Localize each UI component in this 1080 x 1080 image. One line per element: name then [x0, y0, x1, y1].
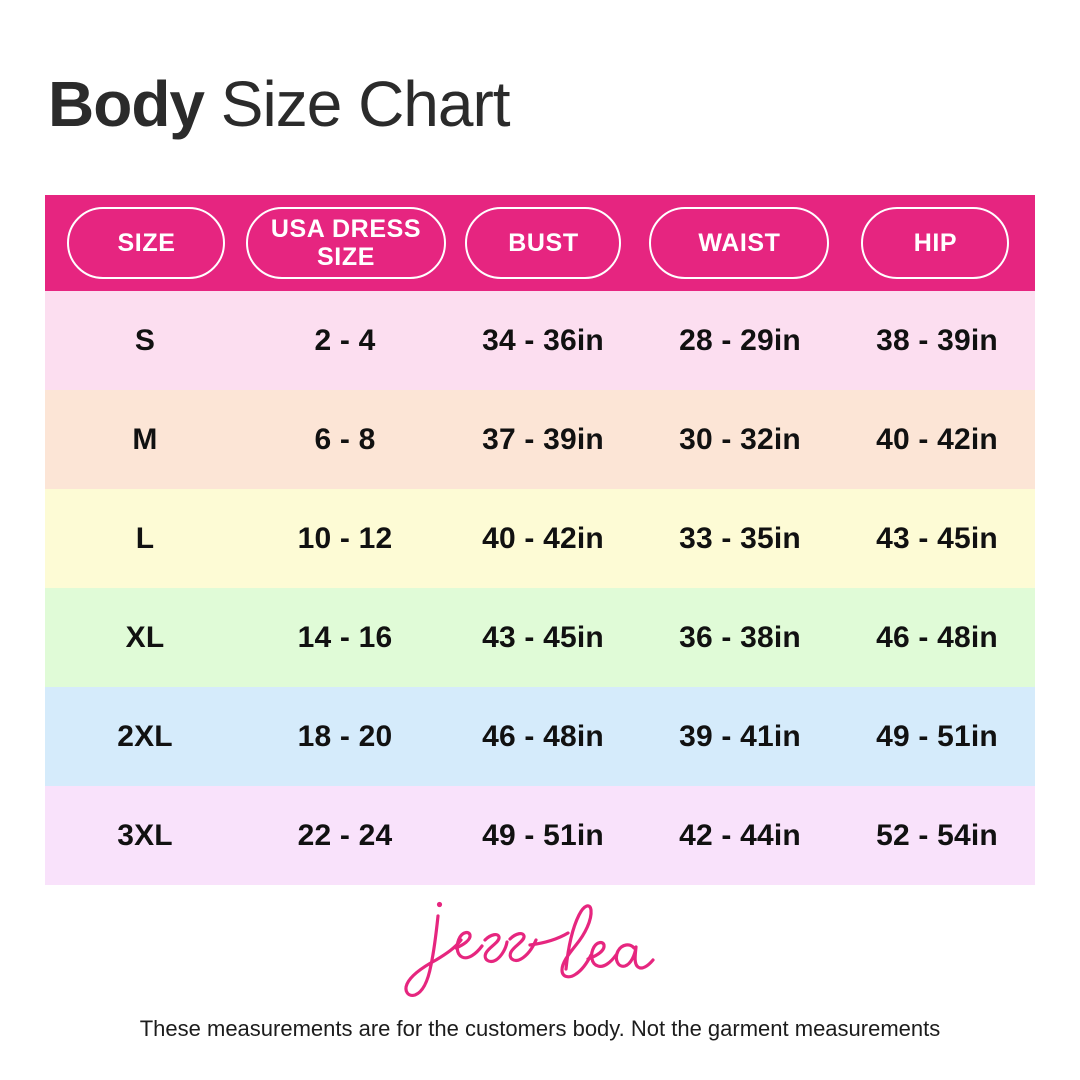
header-cell-bust: BUST [446, 207, 641, 279]
size-chart-table: SIZE USA DRESS SIZE BUST WAIST HIP S 2 -… [45, 195, 1035, 885]
cell-hip: 40 - 42in [876, 422, 998, 456]
cell-waist: 33 - 35in [679, 521, 801, 555]
page-title: Body Size Chart [48, 62, 511, 146]
script-wordmark-logo [404, 901, 655, 997]
page-title-bold: Body [48, 68, 205, 140]
cell-usa-dress-size: 10 - 12 [297, 521, 393, 555]
header-pill-usa-dress-size: USA DRESS SIZE [245, 207, 446, 279]
cell-size: M [132, 422, 158, 456]
cell-size: S [134, 323, 156, 357]
page-title-regular: Size Chart [204, 68, 511, 140]
cell-size: 2XL [117, 719, 173, 753]
cell-bust: 37 - 39in [482, 422, 604, 456]
cell-size: L [135, 521, 155, 555]
table-row: M 6 - 8 37 - 39in 30 - 32in 40 - 42in [45, 390, 1035, 489]
header-pill-size: SIZE [67, 207, 226, 279]
header-cell-usa-dress-size: USA DRESS SIZE [245, 207, 446, 279]
table-row: L 10 - 12 40 - 42in 33 - 35in 43 - 45in [45, 489, 1035, 588]
table-header-row: SIZE USA DRESS SIZE BUST WAIST HIP [45, 195, 1035, 291]
cell-bust: 43 - 45in [482, 620, 604, 654]
cell-hip: 52 - 54in [876, 818, 998, 852]
table-row: 3XL 22 - 24 49 - 51in 42 - 44in 52 - 54i… [45, 786, 1035, 885]
cell-waist: 36 - 38in [679, 620, 801, 654]
cell-hip: 43 - 45in [876, 521, 998, 555]
cell-hip: 46 - 48in [876, 620, 998, 654]
cell-waist: 39 - 41in [679, 719, 801, 753]
cell-hip: 38 - 39in [876, 323, 998, 357]
header-cell-waist: WAIST [641, 207, 838, 279]
header-cell-size: SIZE [47, 207, 246, 279]
cell-size: 3XL [117, 818, 173, 852]
cell-hip: 49 - 51in [876, 719, 998, 753]
cell-usa-dress-size: 6 - 8 [314, 422, 376, 456]
cell-bust: 46 - 48in [482, 719, 604, 753]
cell-bust: 34 - 36in [482, 323, 604, 357]
header-pill-hip: HIP [861, 207, 1010, 279]
table-row: 2XL 18 - 20 46 - 48in 39 - 41in 49 - 51i… [45, 687, 1035, 786]
cell-usa-dress-size: 14 - 16 [297, 620, 393, 654]
table-row: XL 14 - 16 43 - 45in 36 - 38in 46 - 48in [45, 588, 1035, 687]
cell-bust: 40 - 42in [482, 521, 604, 555]
header-cell-hip: HIP [838, 207, 1033, 279]
footer-note: These measurements are for the customers… [139, 1016, 941, 1041]
cell-usa-dress-size: 18 - 20 [297, 719, 393, 753]
brand-logo [0, 893, 1080, 1003]
cell-bust: 49 - 51in [482, 818, 604, 852]
header-pill-bust: BUST [465, 207, 622, 279]
cell-usa-dress-size: 2 - 4 [314, 323, 376, 357]
cell-waist: 42 - 44in [679, 818, 801, 852]
cell-waist: 30 - 32in [679, 422, 801, 456]
header-pill-waist: WAIST [649, 207, 830, 279]
cell-size: XL [125, 620, 165, 654]
table-row: S 2 - 4 34 - 36in 28 - 29in 38 - 39in [45, 291, 1035, 390]
cell-waist: 28 - 29in [679, 323, 801, 357]
cell-usa-dress-size: 22 - 24 [297, 818, 393, 852]
